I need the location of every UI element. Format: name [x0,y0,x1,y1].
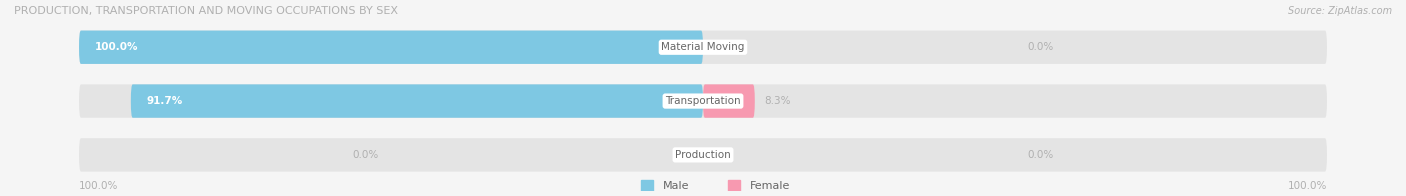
Text: Production: Production [675,150,731,160]
Text: 8.3%: 8.3% [763,96,790,106]
Text: 100.0%: 100.0% [1288,181,1327,191]
Text: Source: ZipAtlas.com: Source: ZipAtlas.com [1288,6,1392,16]
FancyBboxPatch shape [79,138,1327,172]
Text: 100.0%: 100.0% [79,181,118,191]
Text: 100.0%: 100.0% [94,42,138,52]
FancyBboxPatch shape [79,84,1327,118]
Text: 0.0%: 0.0% [353,150,378,160]
FancyBboxPatch shape [79,31,703,64]
Text: 0.0%: 0.0% [1028,150,1053,160]
Text: Female: Female [749,181,790,191]
FancyBboxPatch shape [79,31,1327,64]
Text: 0.0%: 0.0% [1028,42,1053,52]
Text: Male: Male [662,181,689,191]
Text: 91.7%: 91.7% [146,96,183,106]
FancyBboxPatch shape [131,84,703,118]
Text: Transportation: Transportation [665,96,741,106]
Text: Material Moving: Material Moving [661,42,745,52]
FancyBboxPatch shape [703,84,755,118]
Text: PRODUCTION, TRANSPORTATION AND MOVING OCCUPATIONS BY SEX: PRODUCTION, TRANSPORTATION AND MOVING OC… [14,6,398,16]
